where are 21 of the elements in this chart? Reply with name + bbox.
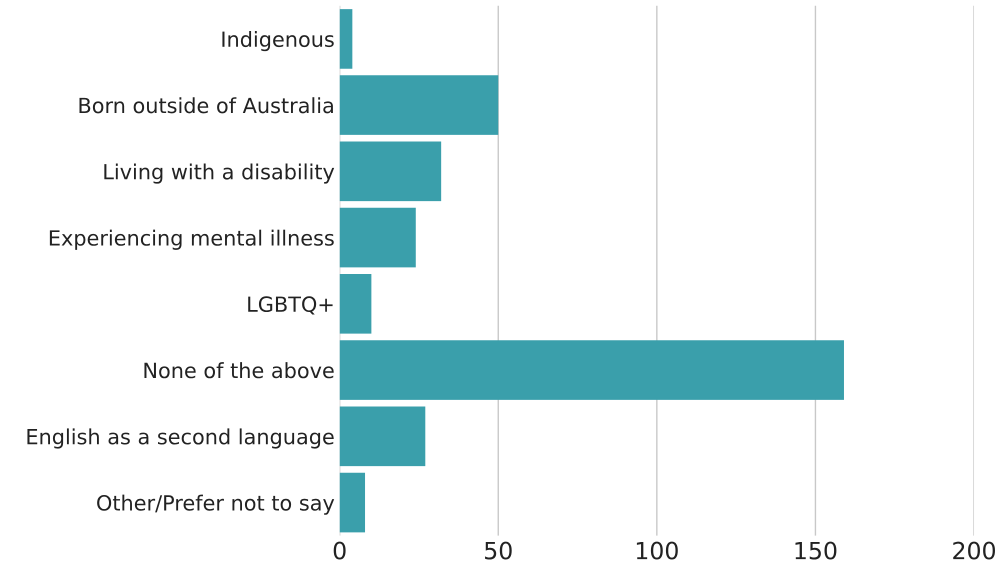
bar [340,340,844,400]
x-tick-label: 50 [485,542,512,560]
x-tick-label: 0 [334,542,346,560]
x-tick-label: 150 [795,542,836,560]
y-tick-label: Other/Prefer not to say [97,494,334,515]
bar [340,274,372,334]
x-tick-label: 200 [953,542,995,560]
y-tick-label: Experiencing mental illness [50,230,334,250]
bar [340,208,416,268]
y-tick-label: None of the above [144,362,334,378]
bar [340,406,426,466]
y-tick-label: Living with a disability [104,163,334,184]
bar [340,472,366,532]
y-tick-label: Indigenous [222,30,334,52]
bar [340,142,442,202]
y-tick-label: LGBTQ+ [248,296,333,314]
bar [340,9,352,69]
y-tick-label: English as a second language [27,428,334,449]
x-tick-label: 100 [636,542,678,560]
y-tick-label: Born outside of Australia [80,97,333,114]
bar [340,75,498,135]
